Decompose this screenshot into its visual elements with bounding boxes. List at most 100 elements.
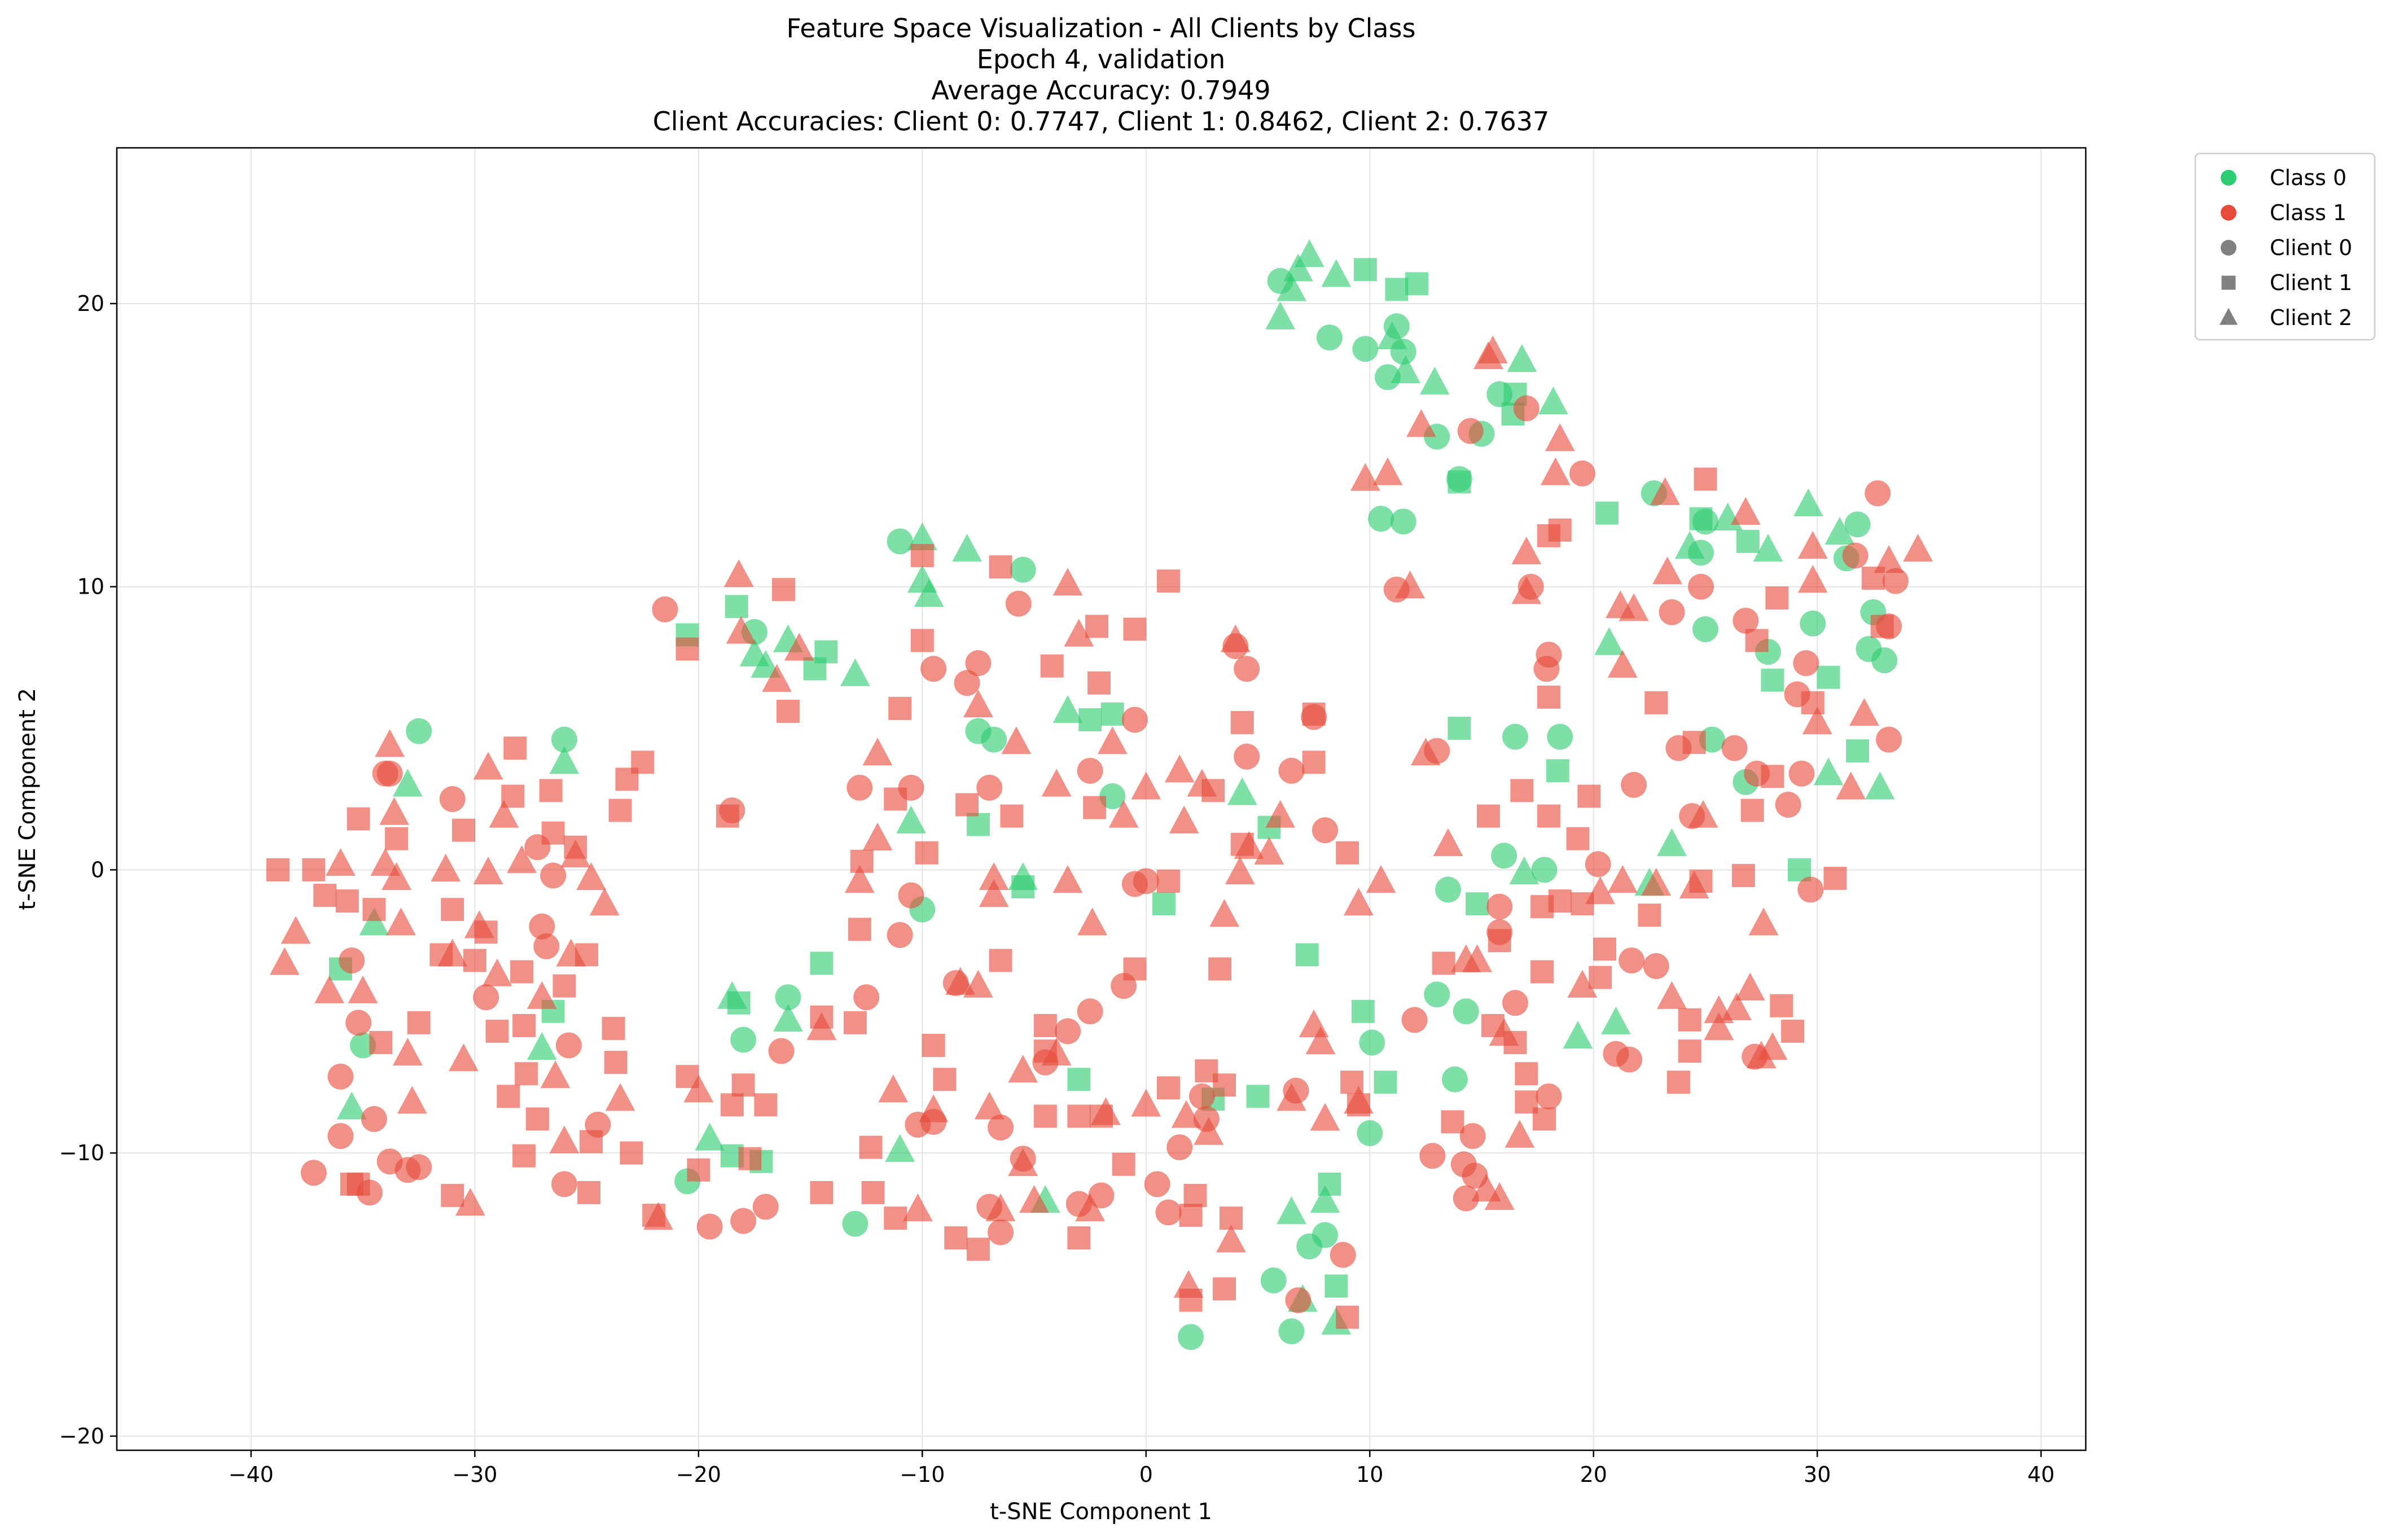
point-class-1-client-0-circle (1088, 1182, 1115, 1209)
point-class-0-client-2-triangle (1865, 771, 1895, 800)
point-class-1-client-2-triangle (963, 969, 993, 998)
point-class-1-client-2-triangle (1108, 800, 1139, 828)
point-class-1-client-1-square (510, 960, 534, 984)
point-class-1-client-2-triangle (1254, 836, 1284, 865)
x-tick-label: 30 (1804, 1462, 1831, 1487)
point-class-1-client-1-square (1823, 867, 1847, 890)
point-class-1-client-1-square (463, 949, 486, 972)
point-class-1-client-1-square (933, 1068, 957, 1091)
point-class-1-client-2-triangle (1310, 1103, 1340, 1131)
point-class-1-client-2-triangle (1366, 865, 1396, 893)
point-class-1-client-2-triangle (1216, 1225, 1246, 1253)
point-class-1-client-1-square (1302, 703, 1326, 726)
point-class-1-client-0-circle (1278, 757, 1305, 784)
point-class-1-client-2-triangle (1209, 899, 1240, 927)
point-class-1-client-0-circle (920, 656, 947, 682)
point-class-1-client-2-triangle (1077, 907, 1108, 936)
point-class-0-client-0-circle (1010, 556, 1036, 583)
point-class-1-client-0-circle (1536, 1083, 1562, 1109)
point-class-0-client-1-square (1078, 708, 1102, 731)
point-class-1-client-1-square (515, 1062, 538, 1086)
point-class-0-client-2-triangle (1277, 273, 1306, 301)
point-class-1-client-2-triangle (1874, 545, 1904, 573)
point-class-1-client-2-triangle (1075, 1194, 1106, 1222)
point-class-1-client-2-triangle (1041, 769, 1072, 797)
point-class-1-client-2-triangle (437, 938, 468, 967)
point-class-1-client-0-circle (954, 670, 980, 696)
point-class-0-client-0-circle (1316, 324, 1343, 351)
point-class-1-client-1-square (335, 889, 359, 913)
point-class-1-client-1-square (1112, 1152, 1135, 1176)
point-class-1-client-0-circle (327, 1063, 354, 1090)
point-class-0-client-2-triangle (717, 981, 747, 1009)
point-class-1-client-2-triangle (1277, 1083, 1306, 1111)
point-class-0-client-0-circle (775, 984, 801, 1011)
point-class-1-client-1-square (1208, 957, 1232, 981)
point-class-1-client-2-triangle (1225, 856, 1255, 885)
point-class-0-client-2-triangle (1674, 530, 1705, 559)
point-class-1-client-2-triangle (643, 1202, 673, 1230)
point-class-0-client-0-circle (1435, 876, 1462, 903)
point-class-0-client-2-triangle (1227, 777, 1257, 805)
point-class-0-client-2-triangle (885, 1134, 915, 1162)
point-class-1-client-0-circle (1865, 480, 1891, 507)
point-class-1-client-2-triangle (1305, 1026, 1336, 1055)
point-class-0-client-0-circle (1531, 857, 1558, 883)
point-class-1-client-2-triangle (1540, 457, 1571, 485)
point-class-0-client-2-triangle (914, 579, 944, 607)
point-class-1-client-1-square (1213, 1277, 1236, 1301)
point-class-0-client-1-square (725, 595, 748, 618)
point-class-1-client-1-square (1183, 1183, 1207, 1207)
point-class-0-client-0-circle (1312, 1222, 1338, 1248)
point-class-1-client-1-square (966, 1238, 990, 1261)
point-class-1-client-1-square (552, 974, 576, 998)
point-class-1-client-1-square (1770, 994, 1793, 1017)
point-class-1-client-0-circle (1876, 726, 1902, 753)
point-class-0-client-2-triangle (1824, 516, 1855, 545)
point-class-1-client-1-square (369, 1031, 393, 1054)
point-class-0-client-1-square (1466, 892, 1489, 916)
point-class-1-client-0-circle (1882, 568, 1909, 594)
x-tick-label: −40 (229, 1462, 274, 1487)
point-class-1-client-0-circle (652, 596, 678, 622)
point-class-1-client-0-circle (1536, 642, 1562, 668)
point-class-0-client-0-circle (1453, 998, 1479, 1025)
point-class-1-client-2-triangle (1607, 650, 1638, 678)
point-class-1-client-2-triangle (379, 797, 410, 825)
point-class-1-client-1-square (922, 1034, 945, 1057)
point-class-1-client-0-circle (406, 1154, 432, 1181)
point-class-1-client-2-triangle (1008, 1055, 1038, 1083)
point-class-1-client-0-circle (976, 774, 1003, 801)
point-class-1-client-1-square (1530, 960, 1554, 984)
point-class-1-client-2-triangle (455, 1187, 485, 1216)
point-class-1-client-2-triangle (507, 845, 537, 874)
point-class-1-client-2-triangle (979, 879, 1009, 907)
point-class-1-client-0-circle (327, 1123, 354, 1149)
y-tick-label: 10 (77, 574, 104, 599)
y-tick-label: −10 (59, 1140, 104, 1165)
point-class-0-client-2-triangle (392, 769, 423, 797)
point-class-1-client-1-square (1033, 1013, 1057, 1037)
point-class-1-client-0-circle (1793, 650, 1819, 677)
point-class-1-client-0-circle (1005, 590, 1032, 617)
point-class-1-client-2-triangle (878, 1074, 909, 1103)
point-class-1-client-1-square (1593, 937, 1617, 961)
point-class-1-client-0-circle (1775, 792, 1801, 818)
point-class-1-client-2-triangle (1343, 1086, 1374, 1114)
point-class-1-client-2-triangle (1064, 618, 1094, 647)
point-class-0-client-0-circle (1871, 647, 1898, 674)
point-class-1-client-1-square (1644, 691, 1668, 714)
point-class-1-client-2-triangle (1131, 1089, 1161, 1117)
point-class-0-client-2-triangle (1321, 259, 1352, 287)
point-class-1-client-2-triangle (963, 689, 993, 718)
point-class-1-client-2-triangle (527, 981, 557, 1009)
point-class-1-client-2-triangle (280, 916, 311, 944)
point-class-1-client-2-triangle (1041, 1038, 1072, 1066)
point-class-1-client-0-circle (1502, 990, 1528, 1016)
point-class-0-client-0-circle (1278, 1318, 1305, 1345)
point-class-1-client-1-square (676, 637, 699, 661)
legend-label: Client 1 (2270, 270, 2352, 295)
point-class-0-client-2-triangle (751, 650, 781, 678)
point-class-1-client-0-circle (1121, 707, 1148, 733)
point-class-1-client-1-square (512, 1013, 536, 1037)
